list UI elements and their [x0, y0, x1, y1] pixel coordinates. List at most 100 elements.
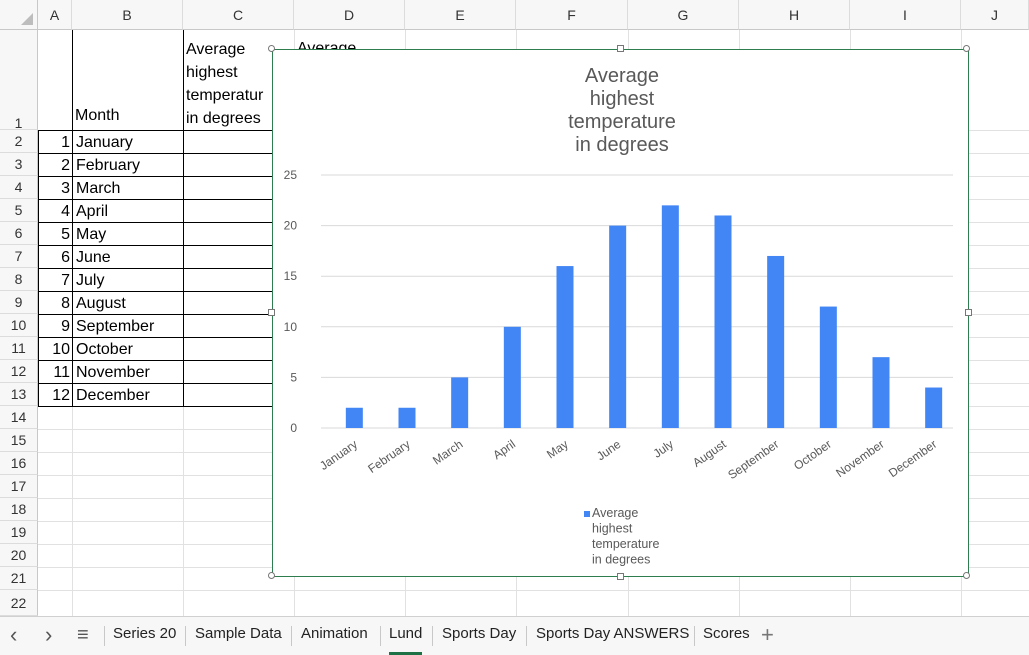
month-name-cell[interactable]: October [72, 337, 184, 361]
column-header-i[interactable]: I [850, 0, 961, 30]
row-header-2[interactable]: 2 [0, 130, 38, 153]
temperature-cell[interactable] [183, 245, 273, 269]
resize-handle-tl[interactable] [268, 45, 275, 52]
resize-handle-tr[interactable] [963, 45, 970, 52]
column-header-e[interactable]: E [405, 0, 516, 30]
temperature-cell[interactable] [183, 360, 273, 384]
row-header-19[interactable]: 19 [0, 521, 38, 544]
tab-series-20[interactable]: Series 20 [113, 625, 177, 642]
tab-separator [380, 626, 381, 646]
resize-handle-t[interactable] [617, 45, 624, 52]
header-avg-temp-cell[interactable]: Average highest temperatur in degrees [183, 38, 272, 130]
month-number-cell[interactable]: 8 [38, 291, 73, 315]
temperature-cell[interactable] [183, 268, 273, 292]
column-header-b[interactable]: B [72, 0, 183, 30]
month-name-cell[interactable]: June [72, 245, 184, 269]
temperature-cell[interactable] [183, 383, 273, 407]
resize-handle-l[interactable] [268, 309, 275, 316]
column-header-j[interactable]: J [961, 0, 1029, 30]
month-number-cell[interactable]: 1 [38, 130, 73, 154]
month-name-cell[interactable]: September [72, 314, 184, 338]
row-header-4[interactable]: 4 [0, 176, 38, 199]
prev-sheet-button[interactable]: ‹ [10, 622, 18, 647]
temperature-cell[interactable] [183, 314, 273, 338]
temperature-cell[interactable] [183, 199, 273, 223]
tab-sports-day[interactable]: Sports Day [442, 625, 517, 642]
chart-title-line: highest [590, 88, 655, 110]
select-all-corner[interactable] [0, 0, 38, 30]
row-header-22[interactable]: 22 [0, 590, 38, 616]
month-name-cell[interactable]: August [72, 291, 184, 315]
month-number-cell[interactable]: 9 [38, 314, 73, 338]
month-number-cell[interactable]: 4 [38, 199, 73, 223]
month-name-cell[interactable]: January [72, 130, 184, 154]
row-header-21[interactable]: 21 [0, 567, 38, 590]
row-header-6[interactable]: 6 [0, 222, 38, 245]
month-number-cell[interactable]: 5 [38, 222, 73, 246]
row-header-15[interactable]: 15 [0, 429, 38, 452]
resize-handle-b[interactable] [617, 573, 624, 580]
row-header-3[interactable]: 3 [0, 153, 38, 176]
row-header-12[interactable]: 12 [0, 360, 38, 383]
x-tick-label: February [365, 437, 412, 476]
month-number-cell[interactable]: 6 [38, 245, 73, 269]
row-header-10[interactable]: 10 [0, 314, 38, 337]
tab-scores[interactable]: Scores [703, 625, 750, 642]
temperature-cell[interactable] [183, 222, 273, 246]
month-name-cell[interactable]: April [72, 199, 184, 223]
temperature-cell[interactable] [183, 130, 273, 154]
add-sheet-button[interactable]: + [761, 622, 774, 647]
month-name-cell[interactable]: July [72, 268, 184, 292]
month-name-cell[interactable]: December [72, 383, 184, 407]
row-header-16[interactable]: 16 [0, 452, 38, 475]
resize-handle-br[interactable] [963, 572, 970, 579]
month-number-cell[interactable]: 11 [38, 360, 73, 384]
resize-handle-r[interactable] [965, 309, 972, 316]
column-header-c[interactable]: C [183, 0, 294, 30]
tab-lund[interactable]: Lund [389, 617, 423, 655]
tab-animation[interactable]: Animation [301, 625, 368, 642]
month-number-cell[interactable]: 12 [38, 383, 73, 407]
next-sheet-button[interactable]: › [45, 622, 53, 647]
row-header-9[interactable]: 9 [0, 291, 38, 314]
column-header-d[interactable]: D [294, 0, 405, 30]
column-header-g[interactable]: G [628, 0, 739, 30]
resize-handle-bl[interactable] [268, 572, 275, 579]
month-name-cell[interactable]: November [72, 360, 184, 384]
month-number-cell[interactable]: 10 [38, 337, 73, 361]
row-header-13[interactable]: 13 [0, 383, 38, 406]
month-number-cell[interactable]: 2 [38, 153, 73, 177]
row-header-5[interactable]: 5 [0, 199, 38, 222]
column-header-h[interactable]: H [739, 0, 850, 30]
month-number-cell[interactable]: 7 [38, 268, 73, 292]
tab-separator [694, 626, 695, 646]
header-month-cell[interactable]: Month [75, 107, 120, 124]
column-header-a[interactable]: A [38, 0, 72, 30]
sheet-list-menu-button[interactable]: ≡ [77, 624, 89, 646]
row-header-7[interactable]: 7 [0, 245, 38, 268]
tab-sports-day-answers[interactable]: Sports Day ANSWERS [536, 625, 690, 642]
row-header-8[interactable]: 8 [0, 268, 38, 291]
month-name-cell[interactable]: May [72, 222, 184, 246]
month-number-cell[interactable]: 3 [38, 176, 73, 200]
column-header-f[interactable]: F [516, 0, 628, 30]
header-cell-border [72, 30, 183, 131]
row-header-14[interactable]: 14 [0, 406, 38, 429]
temperature-cell[interactable] [183, 153, 273, 177]
tab-sample-data[interactable]: Sample Data [195, 625, 282, 642]
row-header-18[interactable]: 18 [0, 498, 38, 521]
bar-september [767, 255, 785, 428]
row-header-11[interactable]: 11 [0, 337, 38, 360]
temperature-cell[interactable] [183, 291, 273, 315]
row-header-20[interactable]: 20 [0, 544, 38, 567]
month-name-cell[interactable]: March [72, 176, 184, 200]
month-name-cell[interactable]: February [72, 153, 184, 177]
chart-object[interactable]: Average highest temperature in degrees 0 5 10 1… [272, 49, 969, 577]
temperature-cell[interactable] [183, 176, 273, 200]
header-d-partial-cell[interactable]: Average [297, 40, 357, 49]
row-header-17[interactable]: 17 [0, 475, 38, 498]
row-header-1[interactable]: 1 [0, 30, 38, 131]
temperature-cell[interactable] [183, 337, 273, 361]
x-tick-label: April [490, 437, 518, 462]
y-tick-label: 15 [284, 269, 298, 283]
